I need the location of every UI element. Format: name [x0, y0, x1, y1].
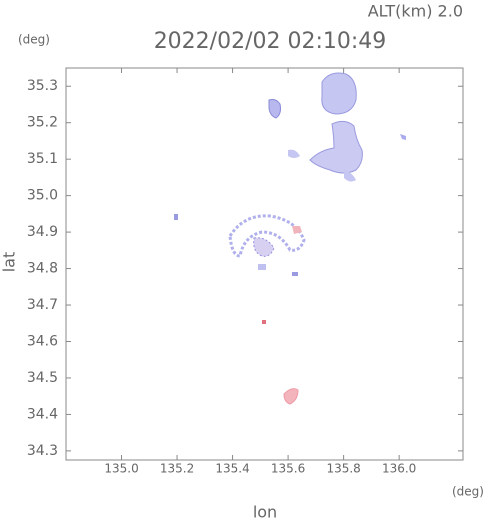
echo [288, 149, 300, 158]
echo [253, 237, 275, 257]
echo [292, 226, 302, 234]
y-tick-label: 34.6 [27, 333, 58, 349]
echo [228, 214, 306, 258]
x-tick-label: 136.0 [382, 462, 416, 476]
y-tick-label: 34.4 [27, 406, 58, 422]
echo [174, 214, 178, 220]
echo [321, 72, 357, 115]
echo [400, 134, 406, 140]
y-tick-label: 34.5 [27, 370, 58, 386]
y-tick-label: 34.8 [27, 261, 58, 277]
y-tick-label: 35.2 [27, 115, 58, 131]
y-unit: (deg) [18, 33, 50, 47]
echo [344, 170, 356, 182]
echo [283, 388, 299, 405]
x-tick-label: 135.4 [215, 462, 249, 476]
x-tick-label: 135.8 [326, 462, 360, 476]
echo [309, 120, 363, 174]
y-tick-label: 34.9 [27, 224, 58, 240]
y-tick-label: 35.1 [27, 151, 58, 167]
x-unit: (deg) [452, 485, 484, 499]
x-tick-label: 135.0 [104, 462, 138, 476]
altitude-label: ALT(km) 2.0 [368, 2, 463, 21]
y-axis-label: lat [0, 252, 19, 273]
y-tick-label: 35.0 [27, 188, 58, 204]
echo [268, 99, 281, 119]
y-tick-label: 34.3 [27, 443, 58, 459]
echo [262, 320, 266, 324]
y-tick-label: 34.7 [27, 297, 58, 313]
radar-echoes [174, 72, 406, 405]
plot-frame [65, 67, 464, 461]
chart-title: 2022/02/02 02:10:49 [154, 29, 387, 54]
x-tick-label: 135.2 [160, 462, 194, 476]
x-tick-label: 135.6 [271, 462, 305, 476]
echo [292, 272, 298, 276]
echo [258, 264, 266, 270]
x-axis-label: lon [253, 503, 277, 521]
y-tick-label: 35.3 [27, 78, 58, 94]
